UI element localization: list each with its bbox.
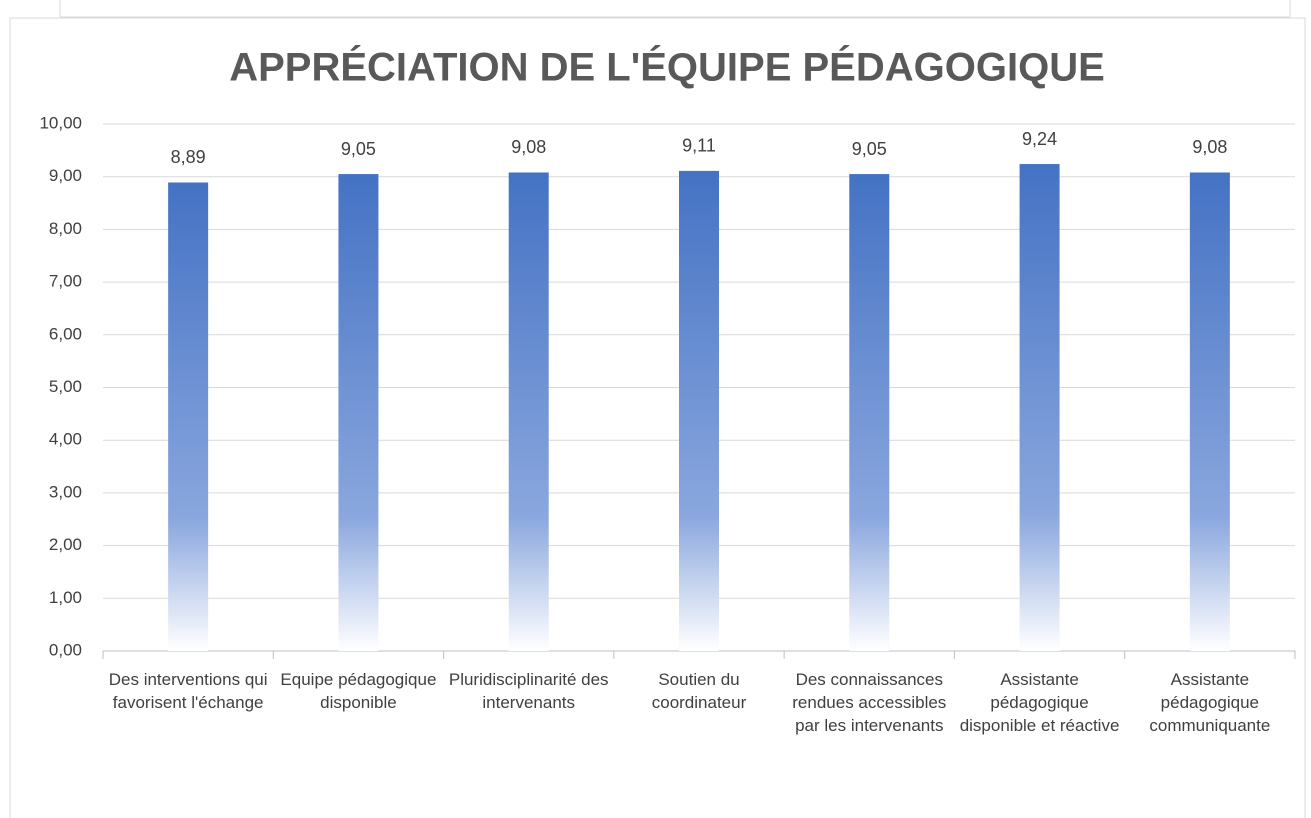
value-label: 9,11 <box>682 136 716 156</box>
bar <box>168 182 209 651</box>
bar <box>338 174 379 651</box>
x-tick-label: Des connaissances rendues accessibles pa… <box>792 670 947 735</box>
y-tick-label: 2,00 <box>49 535 82 554</box>
x-tick-label: Equipe pédagogique disponible <box>280 670 437 712</box>
value-label: 9,05 <box>852 139 887 159</box>
y-tick-label: 1,00 <box>49 588 82 607</box>
y-tick-label: 9,00 <box>49 166 82 185</box>
chart-title: APPRÉCIATION DE L'ÉQUIPE PÉDAGOGIQUE <box>229 45 1105 90</box>
value-label: 8,89 <box>171 147 206 167</box>
value-label: 9,05 <box>341 139 376 159</box>
bar <box>1189 172 1230 651</box>
chart-frame <box>9 17 1306 818</box>
y-tick-label: 3,00 <box>49 482 82 501</box>
y-tick-label: 7,00 <box>49 272 82 291</box>
y-tick-label: 4,00 <box>49 430 82 449</box>
y-tick-label: 0,00 <box>49 640 82 659</box>
y-tick-label: 10,00 <box>39 113 82 132</box>
y-tick-label: 5,00 <box>49 377 82 396</box>
y-tick-label: 6,00 <box>49 324 82 343</box>
x-tick-label: Soutien du coordinateur <box>651 670 747 712</box>
y-tick-label: 8,00 <box>49 219 82 238</box>
x-tick-label: Pluridisciplinarité des intervenants <box>448 670 609 712</box>
value-label: 9,08 <box>511 137 546 157</box>
x-tick-label: Des interventions qui favorisent l'échan… <box>108 670 268 712</box>
bar <box>849 174 890 651</box>
bar <box>679 170 719 651</box>
bar <box>508 172 549 651</box>
bar <box>1019 164 1060 651</box>
x-tick-label: Assistante pédagogique communiquante <box>1149 670 1271 735</box>
value-label: 9,08 <box>1192 137 1227 157</box>
x-tick-label: Assistante pédagogique disponible et réa… <box>959 670 1120 735</box>
value-label: 9,24 <box>1022 129 1057 149</box>
